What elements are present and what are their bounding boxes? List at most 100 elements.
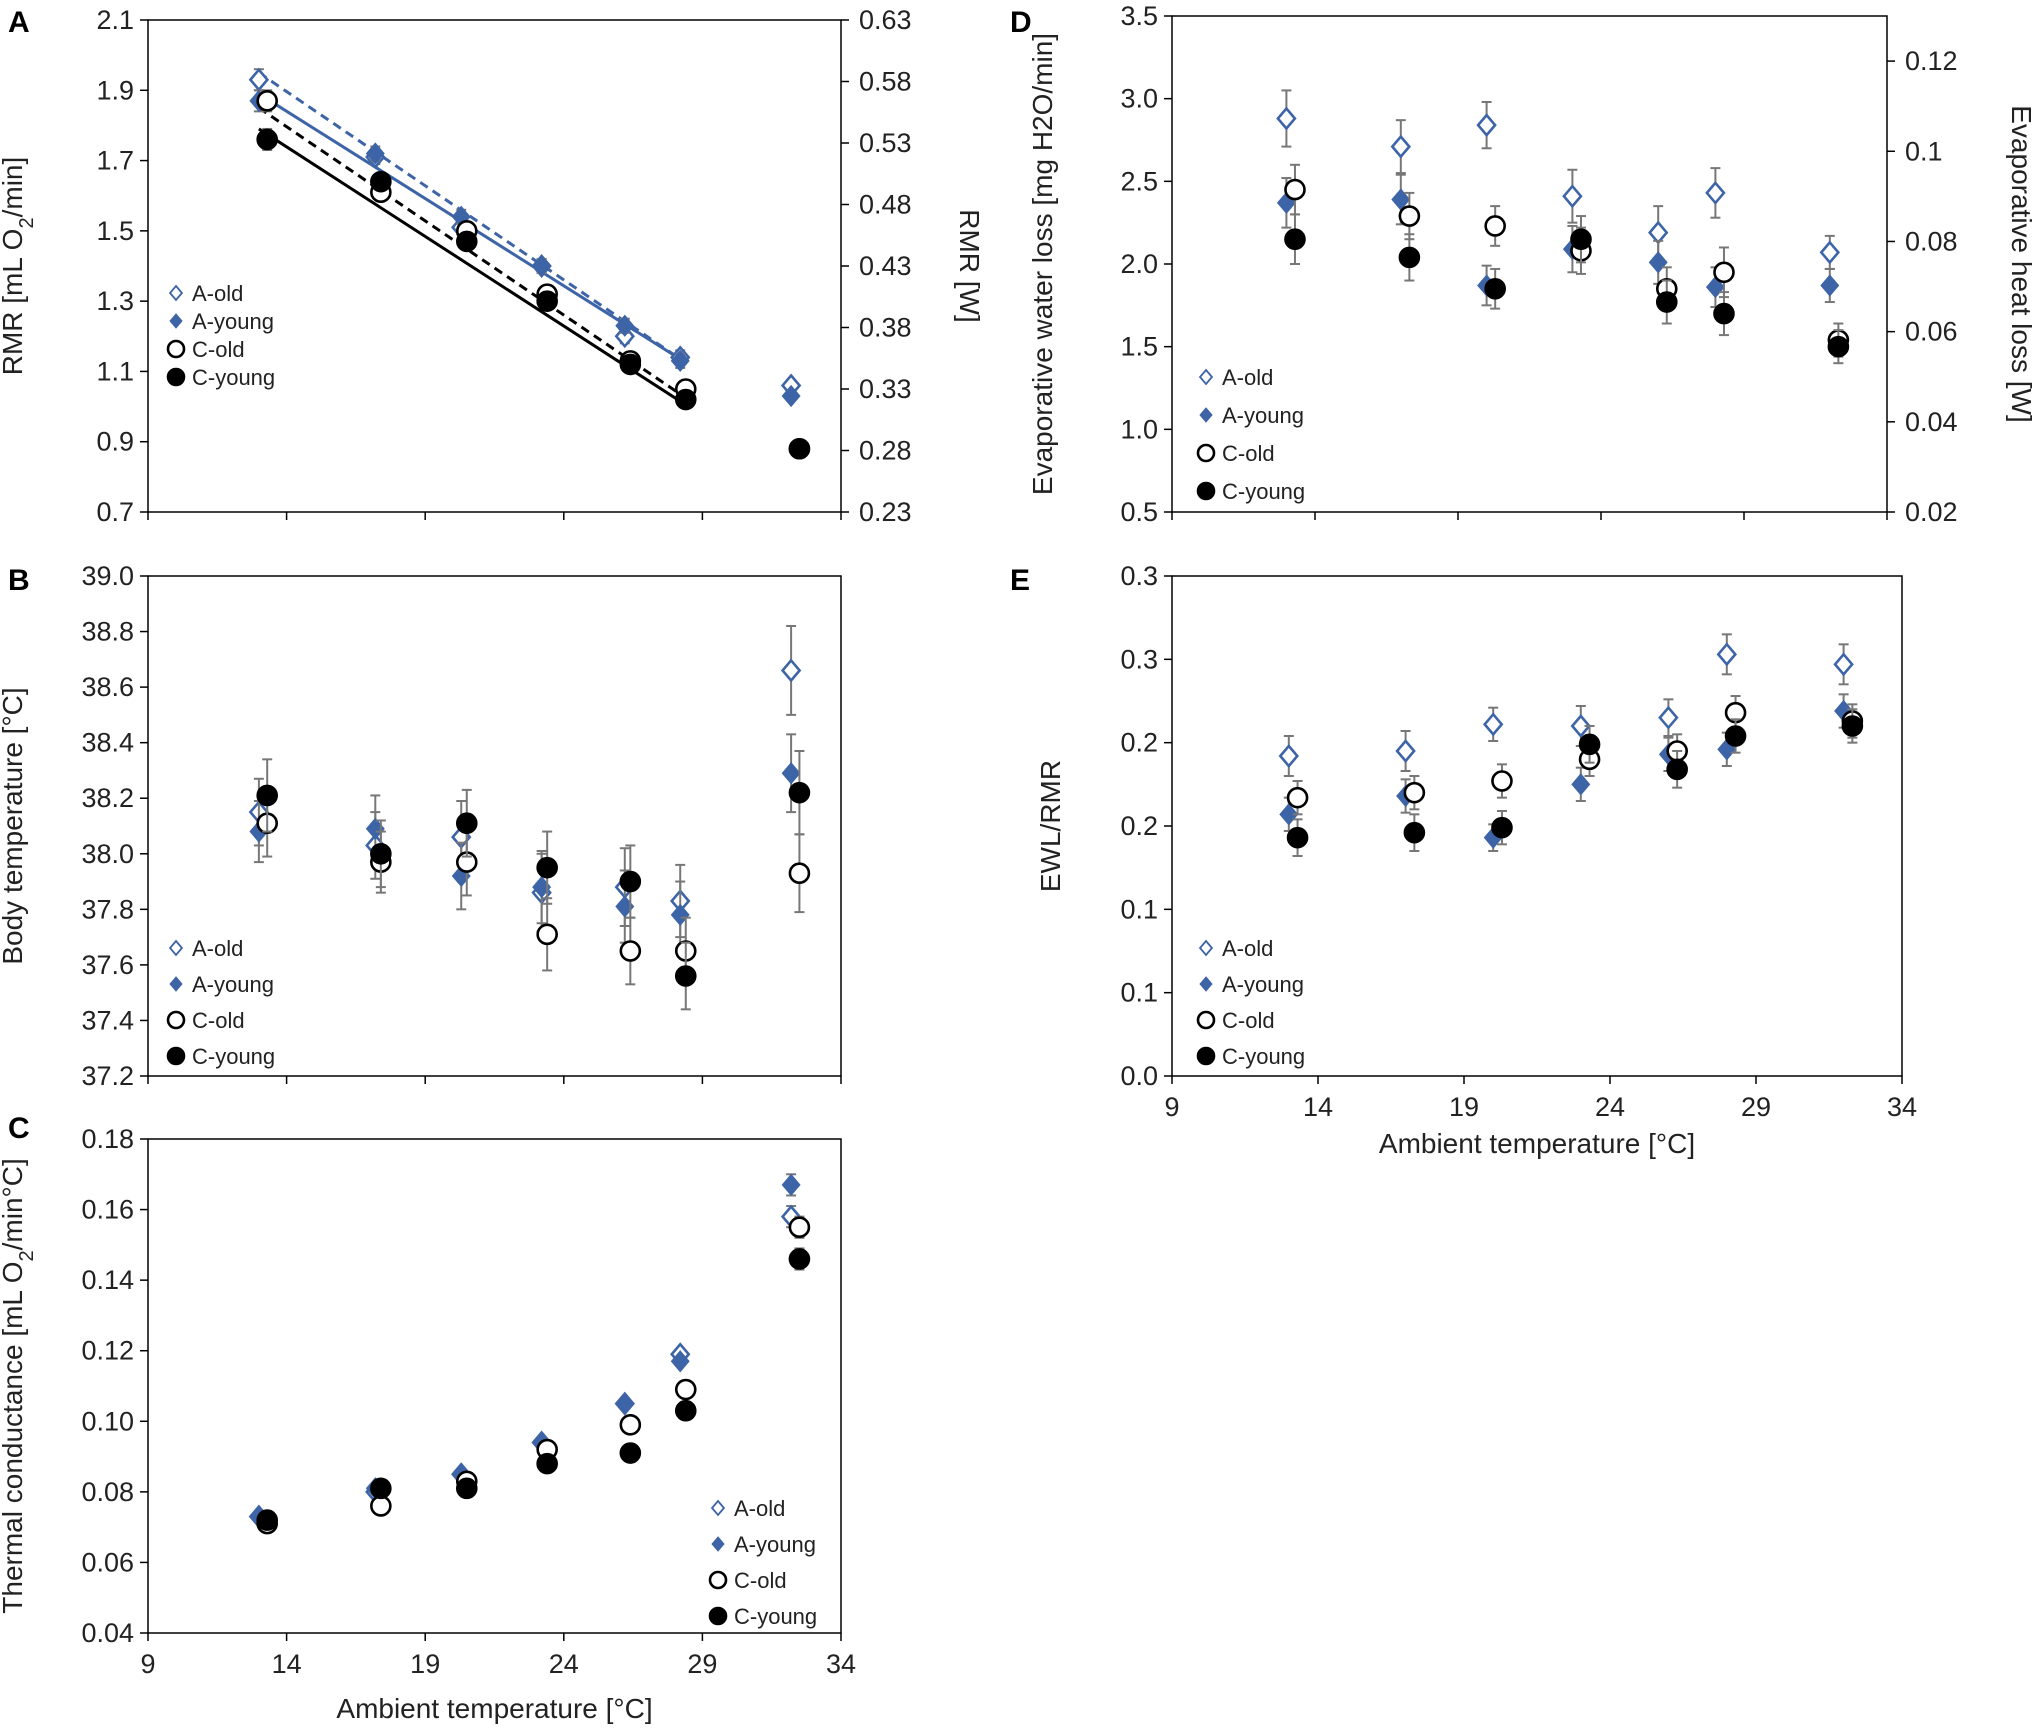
panel-c-point-c-old xyxy=(370,1495,392,1517)
panel-d-point-a-old xyxy=(1276,106,1297,131)
panel-e-x-tick-label: 14 xyxy=(1303,1092,1333,1122)
panel-a-series-a-old xyxy=(248,67,802,398)
panel-a-fit-line-c-old xyxy=(258,106,684,398)
panel-c-y-tick-label: 0.04 xyxy=(81,1618,134,1648)
panel-d-y2-tick-label: 0.1 xyxy=(1905,136,1943,166)
panel-e-x-ticks: 9 14 19 24 29 34 xyxy=(1164,1076,1917,1122)
panel-d-y-tick-label: 3.0 xyxy=(1120,84,1158,114)
panel-a-point-c-young xyxy=(256,128,278,151)
panel-d-x-ticks xyxy=(1171,512,1888,520)
panel-d-legend-label: C-young xyxy=(1222,479,1305,504)
panel-e-point-a-old xyxy=(1570,713,1592,739)
panel-a-point-c-young xyxy=(536,290,558,312)
panel-a-legend: A-old A-young C-old C-young xyxy=(166,281,275,390)
panel-e-y-tick-label: 0.3 xyxy=(1120,561,1158,591)
panel-e-y-tick-label: 0.1 xyxy=(1120,978,1158,1008)
panel-b-y-tick-label: 37.8 xyxy=(81,894,134,924)
panel-b-legend-marker-a-young xyxy=(169,976,183,992)
panel-d-frame xyxy=(1171,15,1888,513)
panel-b-y-tick-label: 39.0 xyxy=(81,561,134,591)
panel-d-legend-item: C-young xyxy=(1196,479,1305,504)
panel-b-y-tick-label: 37.6 xyxy=(81,950,134,980)
panel-c-legend-label: C-old xyxy=(734,1568,787,1593)
panel-d-legend-item: C-old xyxy=(1196,441,1275,466)
panel-c-legend-label: A-old xyxy=(734,1496,785,1521)
panel-b-point-c-young xyxy=(370,842,392,865)
panel-e-point-c-young xyxy=(1403,821,1426,844)
panel-b-point-c-old xyxy=(536,923,558,946)
panel-b-y-tick-label: 38.0 xyxy=(81,839,134,869)
panel-a-y-tick-label: 0.9 xyxy=(96,427,134,457)
panel-b-point-a-young xyxy=(781,762,801,785)
panel-e-legend-item: A-old xyxy=(1198,936,1273,961)
panel-c-point-a-young xyxy=(781,1173,801,1197)
panel-a-legend-label: A-old xyxy=(192,281,243,306)
panel-c-legend-item: C-young xyxy=(708,1604,817,1629)
panel-e-point-c-young xyxy=(1491,816,1513,839)
panel-e-point-a-old xyxy=(1658,705,1679,730)
panel-b-point-c-young xyxy=(536,856,558,879)
panel-a: A 0.70.91.11.31.51.71.92.1 0.230.280.330… xyxy=(0,5,985,527)
panel-d-point-c-old xyxy=(1484,215,1506,237)
panel-c-legend: A-old A-young C-old C-young xyxy=(708,1496,817,1629)
panel-label-a: A xyxy=(8,6,30,39)
panel-d-point-c-young xyxy=(1484,277,1506,300)
panel-e-y-tick-label: 0.2 xyxy=(1120,811,1158,841)
panel-e-legend-label: A-young xyxy=(1222,972,1304,997)
panel-b-series-c-young xyxy=(256,750,811,1011)
panel-a-y-tick-label: 1.3 xyxy=(96,286,134,316)
panel-c-x-tick-label: 24 xyxy=(549,1649,579,1679)
panel-c-points xyxy=(248,1173,811,1535)
panel-a-y2-tick-label: 0.33 xyxy=(859,374,912,404)
panel-d-point-a-young xyxy=(1648,251,1668,274)
panel-d: D 0.5 1.0 1.5 2.0 2.5 3.0 3.5 0.02 0.04 0.06 0.08… xyxy=(1010,1,2032,527)
panel-d-y2-tick-label: 0.02 xyxy=(1905,497,1958,527)
panel-e-legend-label: C-young xyxy=(1222,1044,1305,1069)
panel-d-point-a-old xyxy=(1819,240,1841,265)
panel-e-legend-item: A-young xyxy=(1199,972,1304,997)
panel-a-y2-tick-label: 0.43 xyxy=(859,251,912,281)
panel-a-point-c-old xyxy=(256,90,278,112)
panel-b-y-tick-label: 38.4 xyxy=(81,728,134,758)
panel-c-point-a-young xyxy=(615,1392,635,1415)
panel-c-y-tick-label: 0.14 xyxy=(81,1265,134,1295)
panel-c-legend-item: A-old xyxy=(710,1496,785,1521)
panel-b-point-c-old xyxy=(619,940,642,962)
panel-e-point-c-young xyxy=(1286,826,1309,849)
panel-a-legend-item: C-young xyxy=(166,365,275,390)
panel-d-point-a-old xyxy=(1705,180,1726,205)
panel-c-y-tick-label: 0.06 xyxy=(81,1547,134,1577)
panel-c-legend-marker-c-old xyxy=(708,1570,728,1590)
panel-b-point-c-old xyxy=(788,862,811,885)
panel-d-legend-marker-a-young xyxy=(1199,407,1213,423)
panel-b-point-c-young xyxy=(455,812,478,835)
panel-c-series-a-old xyxy=(248,1204,802,1529)
panel-d-legend-marker-c-old xyxy=(1196,443,1216,463)
panel-d-point-c-old xyxy=(1713,261,1735,284)
panel-e-point-c-old xyxy=(1403,781,1426,804)
panel-b-legend-label: A-old xyxy=(192,936,243,961)
panel-e-point-c-old xyxy=(1491,770,1513,792)
panel-a-point-c-young xyxy=(619,353,642,376)
panel-b-y-tick-label: 37.2 xyxy=(81,1061,134,1091)
panel-label-b: B xyxy=(8,564,30,597)
panel-b-point-a-young xyxy=(670,903,690,927)
panel-e-x-tick-label: 19 xyxy=(1449,1092,1479,1122)
panel-d-y2-tick-label: 0.04 xyxy=(1905,407,1958,437)
panel-c-point-c-old xyxy=(788,1216,811,1239)
panel-b-legend-label: C-old xyxy=(192,1008,245,1033)
panel-b-y-tick-label: 38.6 xyxy=(81,672,134,702)
panel-c-legend-item: C-old xyxy=(708,1568,787,1593)
panel-e-series-a-old xyxy=(1278,633,1854,777)
panel-d-y-axis-title: Evaporative water loss [mg H2O/min] xyxy=(1027,33,1058,495)
panel-d-series-a-old xyxy=(1276,89,1841,270)
panel-e: E 0.0 0.1 0.1 0.2 0.2 0.3 0.3 9 14 19 24 29 34 A-ol… xyxy=(1010,561,1917,1159)
panel-a-legend-marker-c-old xyxy=(166,339,186,359)
panel-d-y-tick-label: 1.5 xyxy=(1120,332,1158,362)
panel-d-legend-item: A-old xyxy=(1198,365,1273,390)
panel-e-point-a-young xyxy=(1571,773,1591,796)
panel-a-legend-item: C-old xyxy=(166,337,245,362)
panel-a-y2-tick-label: 0.63 xyxy=(859,5,912,35)
panel-b: B 37.2 37.4 37.6 37.8 38.0 38.2 38.4 38.6 38.8 39… xyxy=(0,561,842,1091)
panel-d-y2-tick-label: 0.08 xyxy=(1905,226,1958,256)
